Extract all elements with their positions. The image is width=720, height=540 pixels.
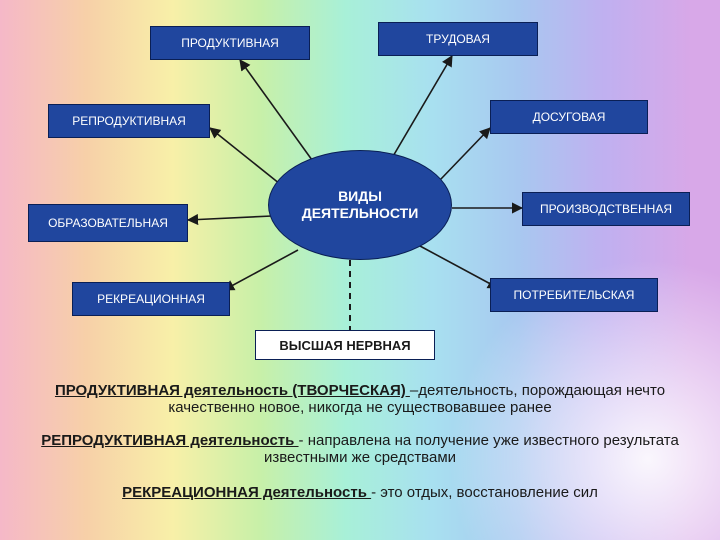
node-label: ПОТРЕБИТЕЛЬСКАЯ (514, 288, 635, 302)
arrow-leisure (440, 128, 490, 180)
node-labor: ТРУДОВАЯ (378, 22, 538, 56)
node-label: РЕПРОДУКТИВНАЯ (72, 114, 186, 128)
arrow-consumer (420, 246, 498, 288)
definition-title: ПРОДУКТИВНАЯ деятельность (ТВОРЧЕСКАЯ) (55, 382, 410, 399)
arrow-reproductive (210, 128, 280, 184)
node-production: ПРОИЗВОДСТВЕННАЯ (522, 192, 690, 226)
center-label: ВИДЫДЕЯТЕЛЬНОСТИ (302, 188, 419, 222)
node-label: ТРУДОВАЯ (426, 32, 490, 46)
definition-text: - направлена на получение уже известного… (264, 432, 679, 466)
diagram-canvas: ВИДЫДЕЯТЕЛЬНОСТИ ПРОДУКТИВНАЯ ТРУДОВАЯ РЕП… (0, 0, 720, 540)
node-label: ПРОИЗВОДСТВЕННАЯ (540, 202, 672, 216)
definition-0: ПРОДУКТИВНАЯ деятельность (ТВОРЧЕСКАЯ) –… (0, 382, 720, 419)
definition-title: РЕКРЕАЦИОННАЯ деятельность (122, 484, 371, 501)
node-label: ДОСУГОВАЯ (533, 110, 606, 124)
node-label: ПРОДУКТИВНАЯ (181, 36, 279, 50)
aux-label: ВЫСШАЯ НЕРВНАЯ (279, 338, 410, 353)
center-node: ВИДЫДЕЯТЕЛЬНОСТИ (268, 150, 452, 260)
definition-text: - это отдых, восстановление сил (371, 484, 598, 501)
node-educational: ОБРАЗОВАТЕЛЬНАЯ (28, 204, 188, 242)
arrow-labor (392, 56, 452, 158)
definition-1: РЕПРОДУКТИВНАЯ деятельность - направлена… (0, 432, 720, 469)
node-label: РЕКРЕАЦИОННАЯ (97, 292, 205, 306)
definition-title: РЕПРОДУКТИВНАЯ деятельность (41, 432, 298, 449)
node-label: ОБРАЗОВАТЕЛЬНАЯ (48, 216, 168, 230)
definition-2: РЕКРЕАЦИОННАЯ деятельность - это отдых, … (0, 484, 720, 504)
node-recreational: РЕКРЕАЦИОННАЯ (72, 282, 230, 316)
node-leisure: ДОСУГОВАЯ (490, 100, 648, 134)
arrow-productive (240, 60, 312, 160)
aux-node-higher-nervous: ВЫСШАЯ НЕРВНАЯ (255, 330, 435, 360)
node-consumer: ПОТРЕБИТЕЛЬСКАЯ (490, 278, 658, 312)
arrow-recreational (224, 250, 298, 290)
arrow-educational (188, 216, 272, 220)
node-reproductive: РЕПРОДУКТИВНАЯ (48, 104, 210, 138)
node-productive: ПРОДУКТИВНАЯ (150, 26, 310, 60)
